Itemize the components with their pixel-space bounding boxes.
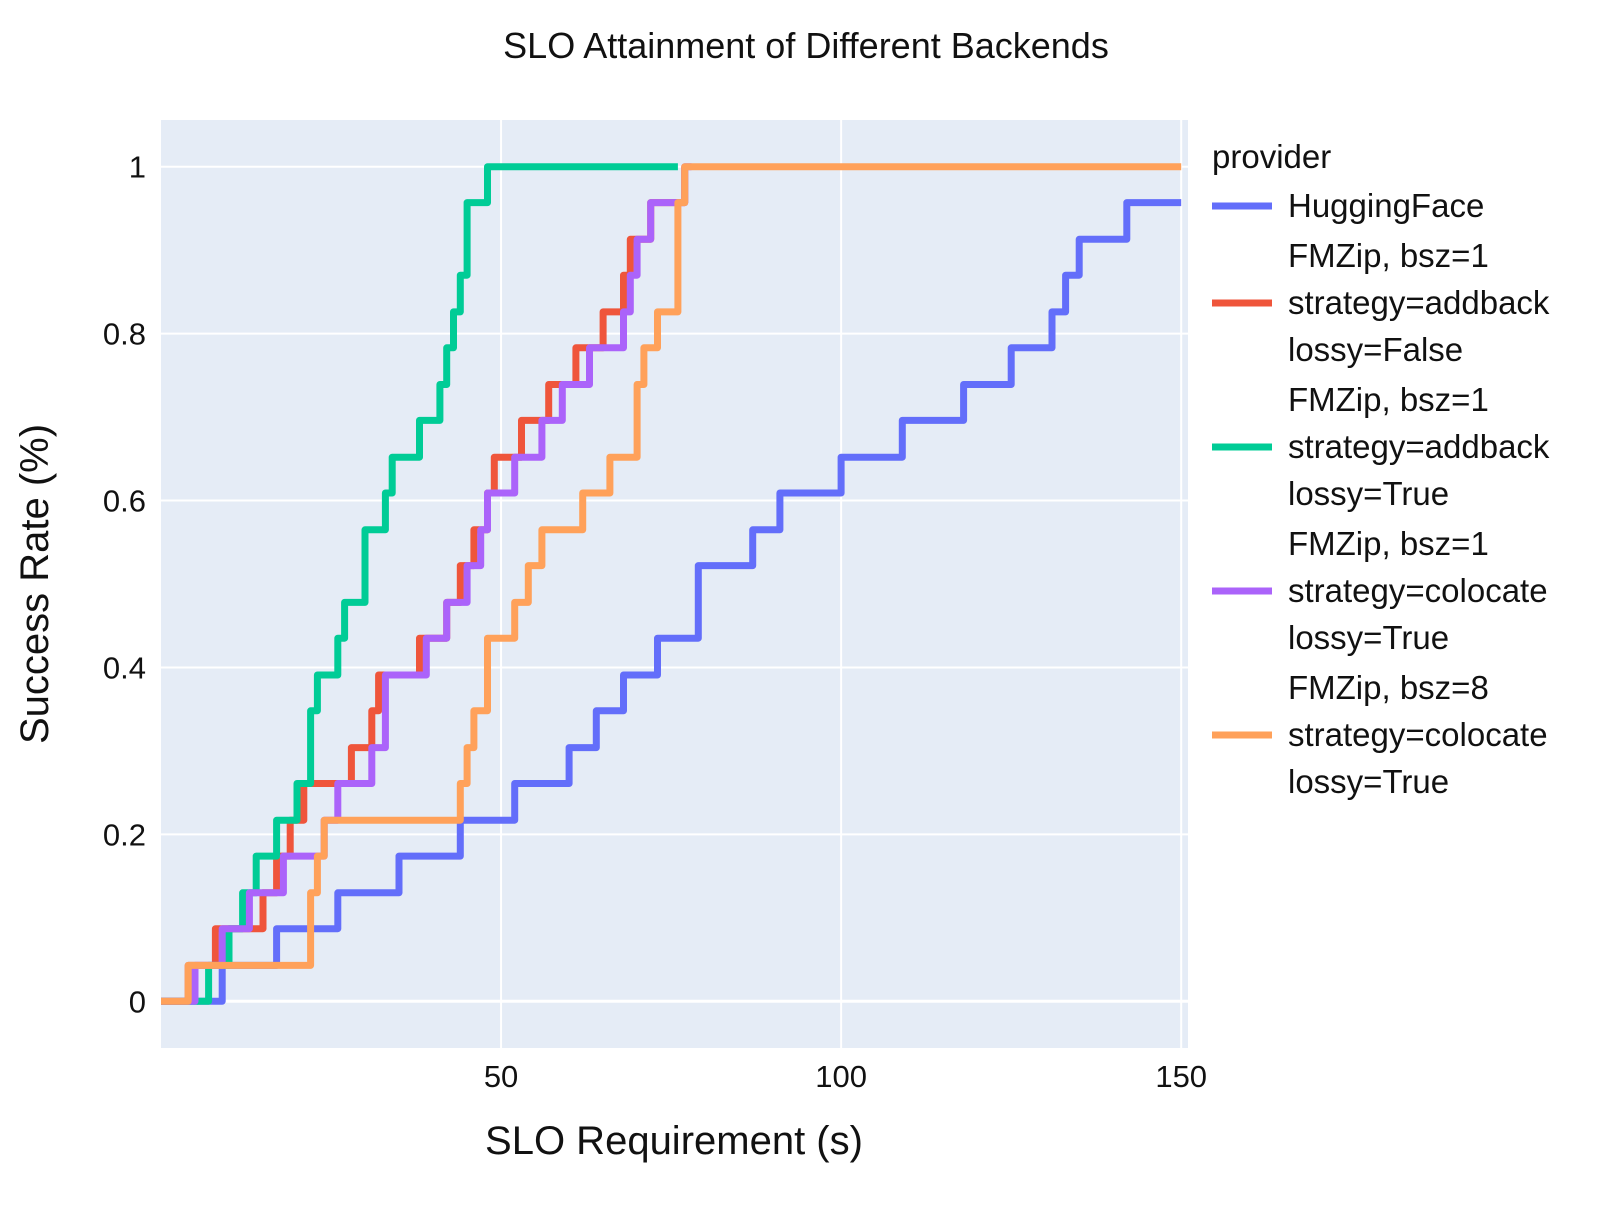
y-tick-label: 0.4 — [103, 650, 146, 685]
series-line — [161, 199, 1182, 1005]
y-tick-label: 1 — [129, 150, 146, 185]
chart-title: SLO Attainment of Different Backends — [503, 25, 1109, 66]
legend-label: HuggingFace — [1288, 187, 1484, 224]
legend-item[interactable]: HuggingFace — [1212, 187, 1484, 224]
series-line — [161, 163, 1182, 1005]
tick-layer: 50 100 150 0 0.2 0.4 0.6 0.8 1 — [103, 150, 1207, 1094]
legend-title: provider — [1212, 138, 1331, 175]
grid-layer — [161, 120, 1188, 1048]
legend-label: FMZip, bsz=8 — [1288, 669, 1489, 706]
legend-label: strategy=addback — [1288, 428, 1550, 465]
legend-label: lossy=True — [1288, 475, 1449, 512]
x-tick-label: 50 — [484, 1059, 518, 1094]
series-line — [161, 163, 692, 1005]
legend-item[interactable]: FMZip, bsz=1 strategy=addback lossy=True — [1212, 381, 1550, 512]
legend-label: strategy=colocate — [1288, 572, 1548, 609]
legend-label: lossy=True — [1288, 763, 1449, 800]
legend-item[interactable]: FMZip, bsz=1 strategy=colocate lossy=True — [1212, 525, 1548, 656]
legend-item[interactable]: FMZip, bsz=8 strategy=colocate lossy=True — [1212, 669, 1548, 800]
series-layer — [161, 163, 1182, 1005]
legend-label: FMZip, bsz=1 — [1288, 381, 1489, 418]
x-axis-title: SLO Requirement (s) — [485, 1119, 863, 1163]
legend-label: strategy=addback — [1288, 284, 1550, 321]
legend-label: strategy=colocate — [1288, 716, 1548, 753]
legend-item[interactable]: FMZip, bsz=1 strategy=addback lossy=False — [1212, 237, 1550, 368]
series-line — [161, 163, 678, 1005]
y-tick-label: 0 — [129, 984, 146, 1019]
x-tick-label: 100 — [815, 1059, 867, 1094]
legend-label: FMZip, bsz=1 — [1288, 237, 1489, 274]
y-tick-label: 0.6 — [103, 484, 146, 519]
legend-label: lossy=False — [1288, 331, 1463, 368]
y-tick-label: 0.8 — [103, 317, 146, 352]
x-tick-label: 150 — [1155, 1059, 1207, 1094]
y-axis-title: Success Rate (%) — [13, 424, 57, 744]
legend-label: lossy=True — [1288, 619, 1449, 656]
legend-label: FMZip, bsz=1 — [1288, 525, 1489, 562]
y-tick-label: 0.2 — [103, 817, 146, 852]
legend[interactable]: provider HuggingFace FMZip, bsz=1 strategy… — [1212, 138, 1550, 800]
legend-items: HuggingFace FMZip, bsz=1 strategy=addback l… — [1212, 187, 1550, 800]
